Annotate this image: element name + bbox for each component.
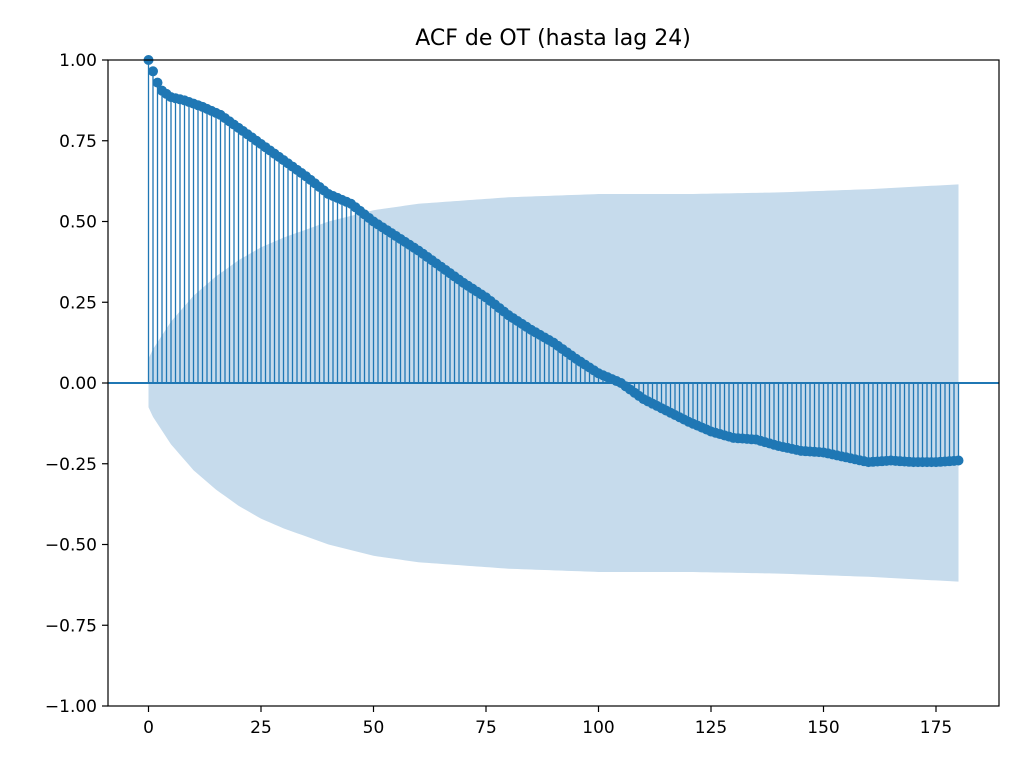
y-tick-label: −0.50 [45, 536, 97, 556]
x-tick-label: 150 [807, 718, 839, 738]
y-tick-label: 0.75 [59, 132, 97, 152]
x-axis-ticks: 0 25 50 75 100 125 150 175 [143, 706, 952, 738]
marker-layer [143, 55, 964, 468]
x-tick-label: 25 [250, 718, 272, 738]
acf-marker [148, 66, 158, 77]
acf-marker [152, 77, 163, 88]
acf-marker [953, 455, 964, 466]
y-tick-label: −0.25 [45, 455, 97, 475]
stem-layer [147, 60, 960, 463]
x-tick-label: 75 [475, 718, 497, 738]
y-tick-label: 0.25 [59, 293, 97, 313]
x-tick-label: 100 [582, 718, 614, 738]
chart-title: ACF de OT (hasta lag 24) [415, 26, 691, 51]
x-tick-label: 50 [363, 718, 385, 738]
x-tick-label: 125 [695, 718, 727, 738]
y-tick-label: 1.00 [59, 51, 97, 71]
y-axis-ticks: 1.00 0.75 0.50 0.25 0.00 −0.25 −0.50 −0.75 −1.00 [45, 51, 108, 717]
y-tick-label: −1.00 [45, 697, 97, 717]
y-tick-label: −0.75 [45, 616, 97, 636]
x-tick-label: 0 [143, 718, 154, 738]
y-tick-label: 0.50 [59, 213, 97, 233]
x-tick-label: 175 [920, 718, 952, 738]
y-tick-label: 0.00 [59, 374, 97, 394]
